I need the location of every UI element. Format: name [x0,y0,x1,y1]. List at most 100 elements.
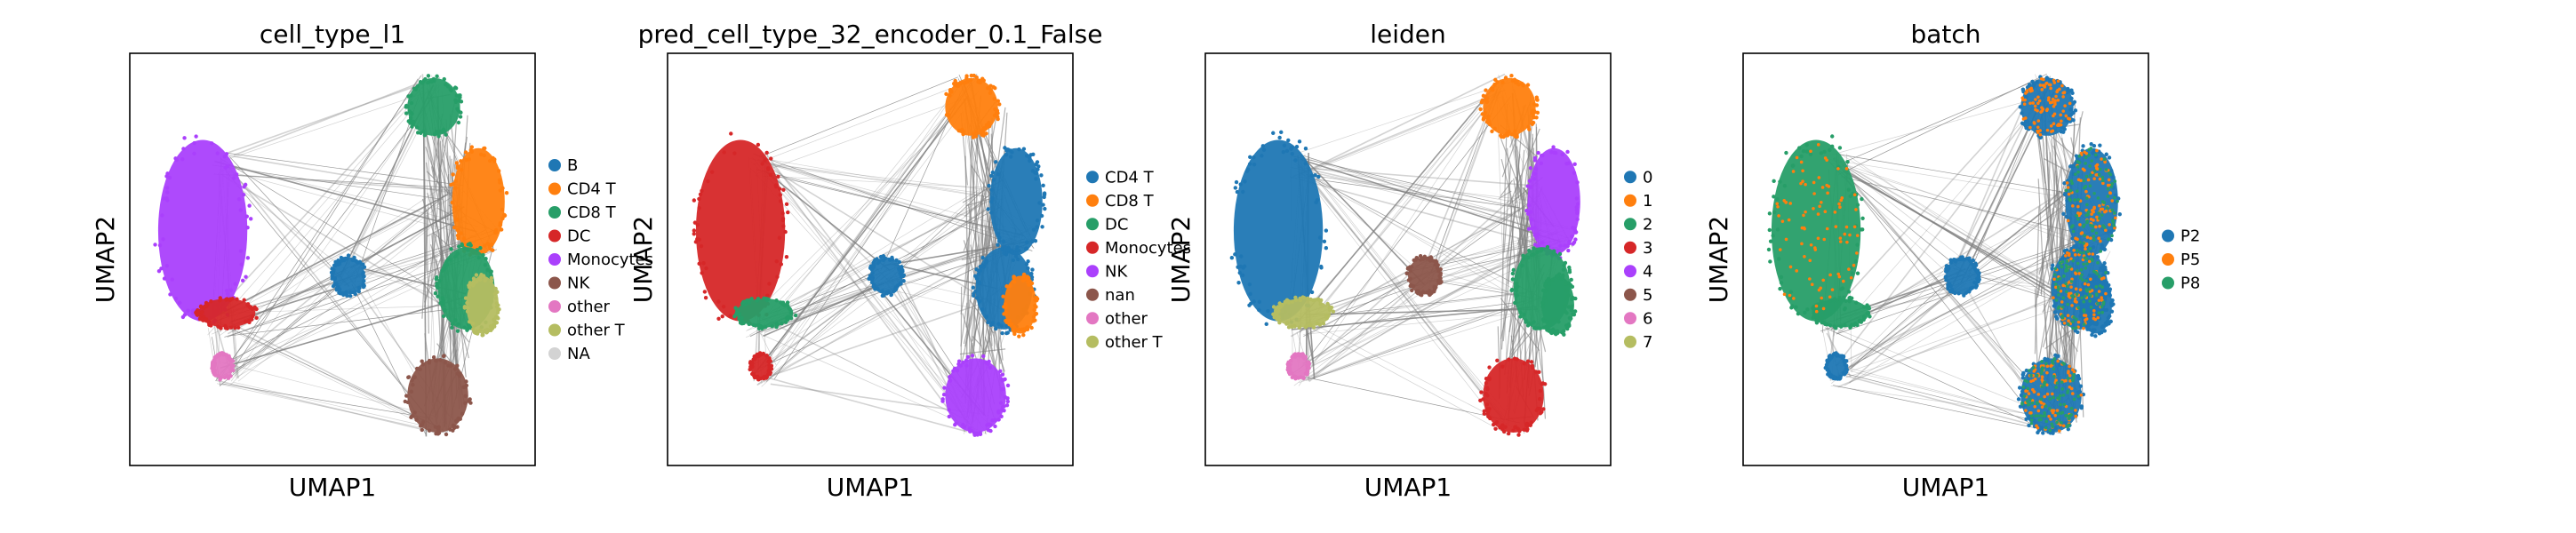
data-point [1784,201,1788,204]
data-point [2060,84,2064,88]
data-point [2056,285,2060,290]
data-point [2029,373,2033,378]
data-point [2038,84,2043,87]
data-point [2100,310,2104,314]
data-point [1009,155,1013,159]
data-point [989,187,994,192]
graph-edge [755,175,997,189]
data-point [1004,152,1009,157]
graph-edge [436,343,451,362]
graph-edge [1293,313,1513,427]
data-point [2044,419,2049,424]
data-point [420,80,425,85]
legend-marker [1086,335,1099,348]
graph-edge [1851,296,2066,372]
data-point [2043,356,2047,362]
data-point [2095,272,2100,275]
data-point [209,298,213,304]
data-point [244,274,248,279]
data-point [160,213,164,218]
data-point [2071,376,2076,380]
data-point [1034,305,1038,309]
data-point [1503,425,1508,429]
data-point [1284,148,1290,154]
y-axis-label: UMAP2 [1166,216,1196,304]
data-point [2089,305,2093,309]
graph-edge [1300,154,1426,286]
data-point [410,378,414,383]
data-point [1274,306,1278,310]
data-point [948,378,953,383]
data-point [882,293,886,298]
data-point [1779,281,1784,285]
data-point [1855,243,1860,247]
data-point [2064,378,2068,383]
data-point [1526,124,1531,130]
graph-edge [232,173,349,288]
data-point [2020,376,2026,380]
data-point [1812,207,1815,211]
data-point [2061,91,2066,95]
data-point [754,353,759,358]
legend-marker [1086,171,1099,184]
data-point [234,172,239,177]
data-point [987,124,992,129]
data-point [2051,362,2055,365]
data-point [248,217,253,221]
cluster-center-blob [1946,257,1979,295]
data-point [2076,394,2080,398]
data-point [480,332,485,337]
data-point [1037,201,1042,205]
data-point [764,354,769,358]
data-point [444,432,449,437]
data-point [997,235,1002,240]
data-point [1828,295,1832,299]
data-point [2019,393,2024,398]
data-point [781,187,786,192]
graph-edge [749,167,981,425]
data-point [2091,171,2094,175]
data-point [2032,390,2036,394]
graph-edge [220,305,452,314]
graph-edge [760,80,976,329]
data-point [2046,98,2051,102]
data-point [421,129,426,134]
data-point [2064,248,2069,252]
data-point [2113,211,2116,215]
data-point [1849,275,1853,280]
legend-marker [1624,241,1636,254]
data-point [1846,290,1852,294]
data-point [2089,147,2093,150]
data-point [1839,198,1844,203]
data-point [452,254,458,259]
data-point [2090,159,2094,163]
data-point [488,269,493,274]
data-point [1532,155,1538,161]
data-point [780,321,784,326]
graph-edge [1293,280,1433,386]
data-point [2072,248,2076,252]
data-point [1316,297,1320,302]
graph-edge [756,158,1020,239]
data-point [2085,250,2090,253]
legend-marker [1086,241,1099,254]
data-point [451,181,456,187]
data-point [1482,409,1487,414]
data-point [1788,202,1793,205]
point-layer [153,74,509,437]
data-point [2094,293,2099,298]
legend-marker [1086,194,1099,207]
data-point [1538,326,1542,330]
data-point [2068,374,2072,378]
data-point [2078,384,2084,388]
data-point [2064,267,2068,272]
y-axis-label: UMAP2 [91,216,120,304]
data-point [1836,272,1841,276]
data-point [455,164,460,169]
data-point [1532,177,1537,181]
data-point [2067,370,2070,375]
data-point [412,120,416,125]
data-point [153,243,157,247]
data-point [1439,279,1444,284]
